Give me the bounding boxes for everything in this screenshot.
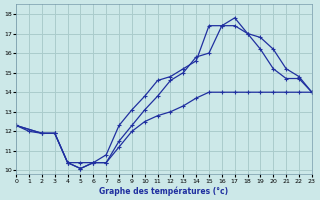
X-axis label: Graphe des températures (°c): Graphe des températures (°c) [100, 186, 228, 196]
